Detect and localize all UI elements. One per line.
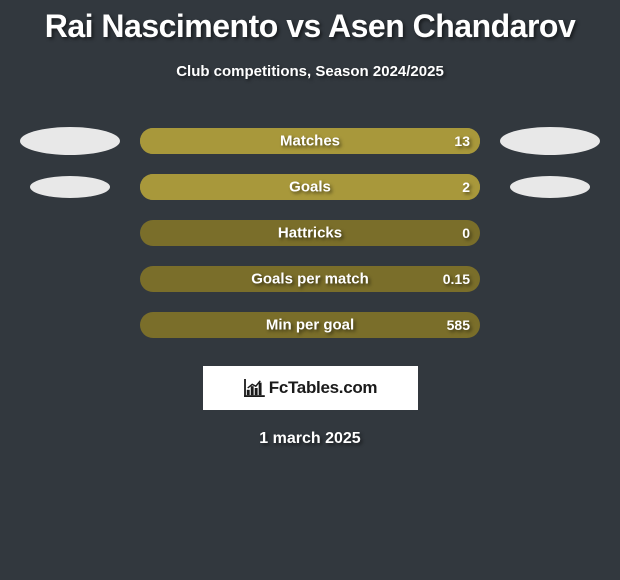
stat-value: 0 — [462, 225, 470, 241]
logo-text: FcTables.com — [269, 378, 378, 398]
stat-bar: Goals per match 0.15 — [140, 266, 480, 292]
bar-chart-icon — [243, 379, 265, 397]
ellipse-icon — [20, 127, 120, 155]
right-avatar-placeholder — [500, 171, 600, 203]
stat-label: Goals — [289, 179, 331, 196]
ellipse-icon — [30, 176, 110, 198]
date-label: 1 march 2025 — [0, 430, 620, 448]
left-avatar-placeholder — [20, 309, 120, 341]
stat-row: Min per goal 585 — [0, 302, 620, 348]
right-avatar-placeholder — [500, 309, 600, 341]
left-avatar-placeholder — [20, 171, 120, 203]
stats-rows: Matches 13 Goals 2 Hattricks 0 Goals per match… — [0, 118, 620, 348]
stat-bar: Goals 2 — [140, 174, 480, 200]
stat-row: Goals per match 0.15 — [0, 256, 620, 302]
stat-label: Min per goal — [266, 317, 354, 334]
right-avatar-placeholder — [500, 263, 600, 295]
stat-value: 2 — [462, 179, 470, 195]
stat-row: Matches 13 — [0, 118, 620, 164]
stat-value: 13 — [454, 133, 470, 149]
stat-label: Matches — [280, 133, 340, 150]
stat-value: 585 — [447, 317, 470, 333]
stat-value: 0.15 — [443, 271, 470, 287]
stat-row: Hattricks 0 — [0, 210, 620, 256]
ellipse-icon — [500, 127, 600, 155]
stat-label: Goals per match — [251, 271, 369, 288]
stat-label: Hattricks — [278, 225, 342, 242]
right-avatar-placeholder — [500, 217, 600, 249]
ellipse-icon — [510, 176, 590, 198]
left-avatar-placeholder — [20, 263, 120, 295]
right-avatar-placeholder — [500, 125, 600, 157]
stat-row: Goals 2 — [0, 164, 620, 210]
stat-bar: Matches 13 — [140, 128, 480, 154]
left-avatar-placeholder — [20, 217, 120, 249]
left-avatar-placeholder — [20, 125, 120, 157]
page-title: Rai Nascimento vs Asen Chandarov — [0, 0, 620, 45]
stat-bar: Min per goal 585 — [140, 312, 480, 338]
page-subtitle: Club competitions, Season 2024/2025 — [0, 63, 620, 80]
stat-bar: Hattricks 0 — [140, 220, 480, 246]
logo-box: FcTables.com — [203, 366, 418, 410]
